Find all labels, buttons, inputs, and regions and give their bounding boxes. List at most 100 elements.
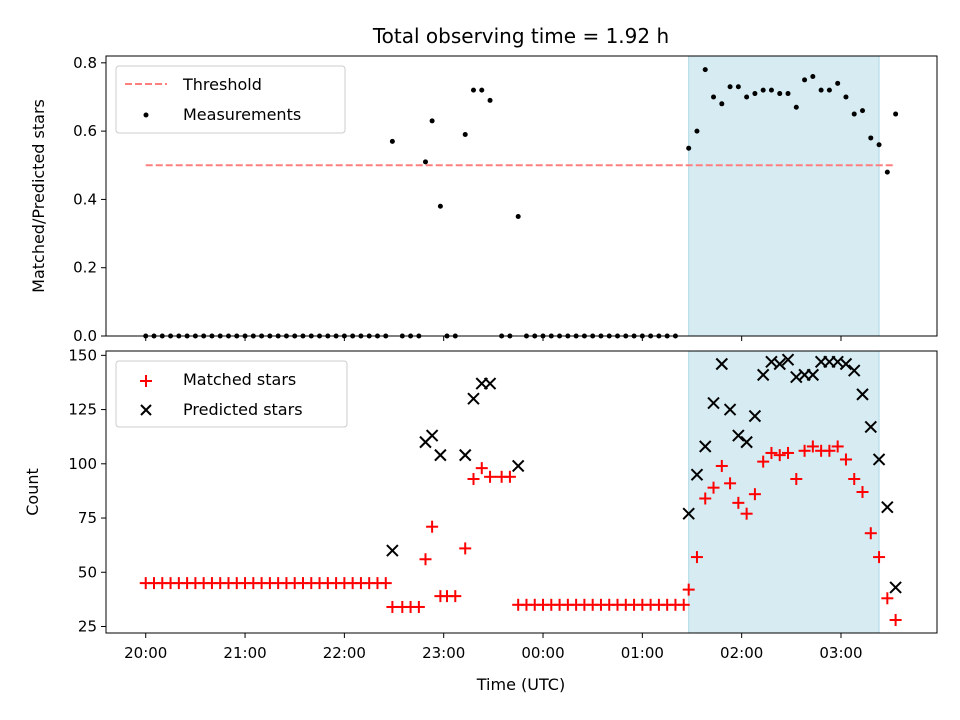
observing-window-shading (688, 55, 880, 337)
count-y-tick-label: 25 (78, 617, 97, 635)
x-tick-label: 20:00 (124, 644, 167, 662)
matched-star-point (449, 590, 462, 603)
matched-stars-legend-label: Matched stars (183, 370, 296, 389)
measurement-point (719, 101, 725, 107)
ratio-y-axis-label: Matched/Predicted stars (29, 99, 48, 293)
matched-star-point (724, 477, 737, 490)
predicted-star-point (483, 377, 497, 390)
matched-star-point (426, 520, 439, 533)
measurement-point (768, 87, 774, 93)
measurement-point (851, 111, 857, 117)
measurement-point (818, 87, 824, 93)
matched-star-point (412, 600, 425, 613)
matched-star-point (839, 453, 852, 466)
count-y-tick-label: 75 (78, 509, 97, 527)
predicted-star-point (459, 448, 472, 462)
matched-star-point (881, 592, 894, 605)
ratio-y-tick-label: 0.0 (73, 327, 97, 345)
predicted-star-point (425, 429, 439, 442)
measurement-point (884, 169, 890, 175)
predicted-star-point (864, 420, 877, 434)
ratio-y-tick-label: 0.2 (73, 259, 97, 277)
matched-star-point (806, 440, 819, 453)
predicted-star-point (682, 507, 695, 520)
matched-star-point (765, 446, 778, 459)
measurement-point (810, 73, 816, 79)
predicted-star-point (806, 368, 820, 382)
matched-star-point (715, 459, 728, 472)
measurement-point (744, 94, 750, 100)
ratio-y-axis: 0.0 0.2 0.4 0.6 0.8 (73, 54, 106, 345)
measurement-point (860, 108, 866, 114)
matched-star-point (848, 472, 861, 485)
predicted-star-point (748, 409, 762, 423)
matched-star-point (757, 455, 770, 468)
measurement-point (785, 91, 791, 97)
predicted-star-point (511, 459, 525, 473)
predicted-star-point (715, 357, 729, 371)
predicted-star-point (856, 388, 869, 401)
count-y-axis-label: Count (23, 468, 42, 516)
predicted-stars-legend-swatch (140, 404, 152, 416)
predicted-star-point (707, 396, 720, 410)
predicted-star-point (732, 429, 745, 442)
matched-stars-legend-swatch (140, 375, 152, 387)
measurements-legend-label: Measurements (183, 105, 301, 124)
ratio-y-tick-label: 0.4 (73, 190, 97, 208)
matched-star-point (856, 486, 869, 498)
predicted-star-point (756, 368, 770, 382)
measurement-point (752, 91, 758, 97)
measurement-point (727, 84, 733, 90)
predicted-star-point (723, 403, 737, 416)
measurement-point (686, 145, 692, 151)
ratio-y-tick-label: 0.6 (73, 122, 97, 140)
measurement-point (843, 94, 849, 100)
measurement-point (826, 87, 832, 93)
predicted-star-point (740, 435, 753, 449)
measurement-point (389, 138, 395, 144)
matched-star-point (889, 613, 902, 626)
x-tick-label: 03:00 (819, 644, 862, 662)
measurement-point (876, 142, 882, 148)
x-tick-label: 01:00 (621, 644, 664, 662)
matched-star-point (773, 449, 786, 462)
ratio-y-tick-label: 0.8 (73, 54, 97, 72)
observing-window-shading (688, 350, 880, 634)
matched-star-point (740, 507, 753, 520)
ratio-x-ticks (145, 336, 842, 341)
matched-star-point (459, 542, 472, 555)
predicted-star-point (467, 392, 480, 405)
matched-star-point (864, 527, 877, 540)
measurement-point (702, 67, 708, 73)
ratio-panel: 0.00.20.40.60.8 Matched/Predicted stars … (29, 54, 938, 345)
predicted-star-point (773, 357, 786, 371)
count-y-axis: 25 50 75 100 125 150 (68, 346, 106, 635)
measurement-point (760, 87, 766, 93)
matched-star-point (690, 551, 703, 564)
x-tick-label: 22:00 (323, 644, 366, 662)
x-axis-label: Time (UTC) (476, 675, 565, 694)
ratio-plot-frame (105, 55, 938, 337)
measurement-point (735, 84, 741, 90)
matched-star-point (419, 553, 432, 566)
count-y-tick-label: 125 (68, 401, 97, 419)
measurement-point (694, 128, 700, 134)
predicted-star-point (781, 353, 795, 366)
matched-star-point (682, 583, 695, 596)
measurement-point (835, 80, 841, 86)
x-tick-label: 00:00 (521, 644, 564, 662)
count-x-axis: 20:00 21:00 22:00 23:00 00:00 01:00 02:00 03:00 (124, 633, 863, 662)
measurement-point (479, 87, 485, 93)
measurement-point (711, 94, 717, 100)
matched-star-point (503, 470, 516, 483)
measurement-point (470, 87, 476, 93)
x-tick-label: 23:00 (422, 644, 465, 662)
matched-star-point (831, 440, 844, 453)
ratio-plot-area (143, 55, 899, 339)
predicted-star-point (881, 500, 894, 514)
ratio-legend: Threshold Measurements (115, 65, 346, 134)
matched-star-point (707, 481, 720, 494)
count-y-tick-label: 100 (68, 455, 97, 473)
measurement-point (422, 159, 428, 165)
